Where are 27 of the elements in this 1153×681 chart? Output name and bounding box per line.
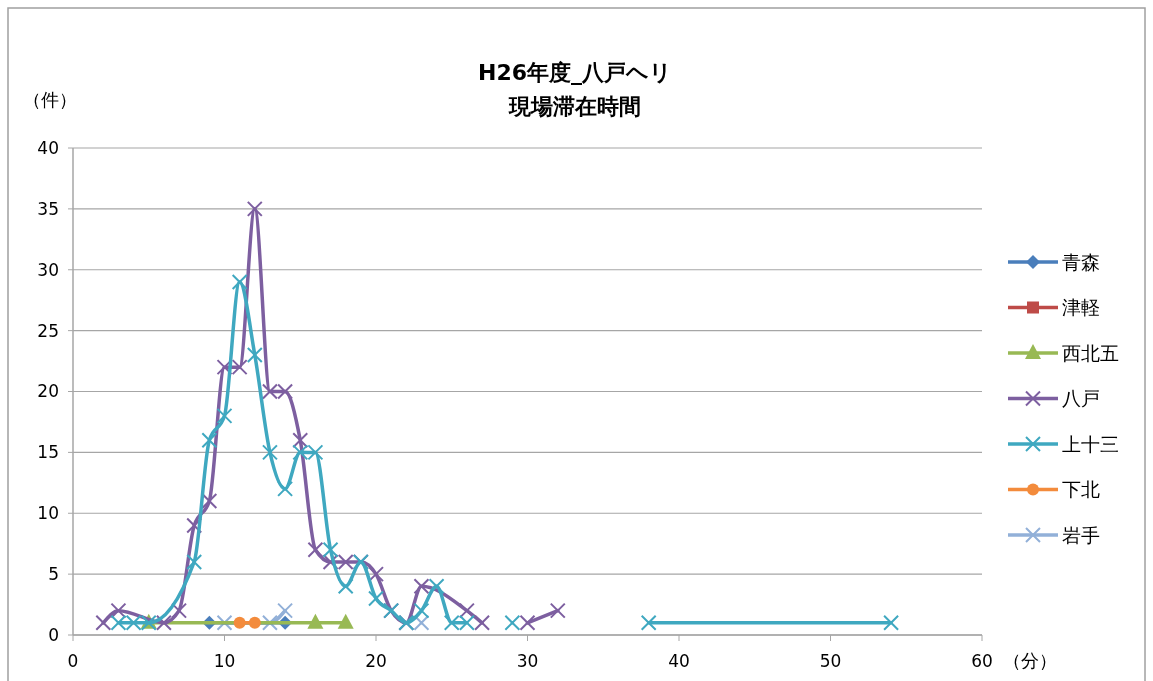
y-tick-label: 30 bbox=[37, 259, 59, 280]
y-tick-label: 35 bbox=[37, 198, 59, 219]
x-tick-label: 60 bbox=[971, 651, 993, 671]
chart-subtitle: 現場滞在時間 bbox=[508, 94, 641, 119]
legend-label: 青森 bbox=[1062, 250, 1100, 273]
y-tick-label: 15 bbox=[37, 442, 59, 463]
y-tick-label: 0 bbox=[48, 624, 59, 645]
legend-label: 上十三 bbox=[1062, 432, 1119, 455]
y-axis-title: （件） bbox=[23, 89, 77, 110]
x-tick-label: 10 bbox=[213, 651, 236, 671]
legend-label: 津軽 bbox=[1062, 296, 1100, 319]
y-tick-label: 25 bbox=[37, 320, 59, 341]
x-tick-label: 50 bbox=[819, 651, 842, 671]
x-axis-title: （分） bbox=[1003, 650, 1057, 671]
x-tick-label: 20 bbox=[365, 651, 387, 671]
x-tick-label: 0 bbox=[67, 651, 79, 671]
legend-label: 下北 bbox=[1062, 478, 1100, 501]
chart-title: H26年度_八戸ヘリ bbox=[477, 60, 673, 85]
y-tick-label: 20 bbox=[37, 381, 59, 402]
y-tick-label: 5 bbox=[48, 564, 59, 585]
y-tick-label: 40 bbox=[37, 137, 59, 158]
legend-label: 八戸 bbox=[1062, 387, 1100, 410]
legend-label: 西北五 bbox=[1062, 341, 1119, 364]
x-tick-label: 30 bbox=[516, 651, 539, 671]
y-tick-label: 10 bbox=[37, 503, 59, 524]
x-tick-label: 40 bbox=[668, 651, 690, 671]
legend-label: 岩手 bbox=[1062, 523, 1100, 546]
